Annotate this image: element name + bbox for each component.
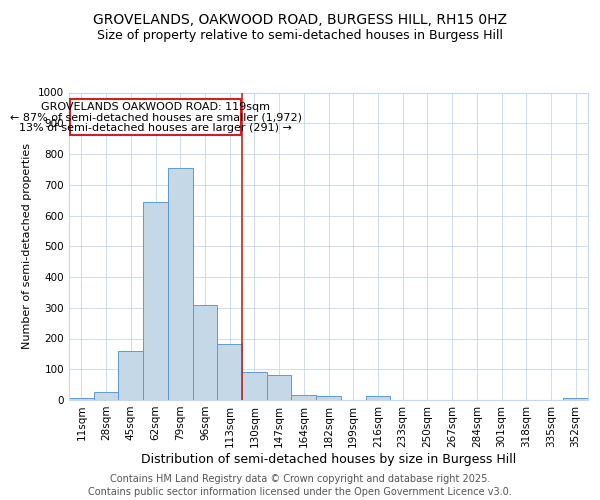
Bar (563, 398, 588, 400)
Bar (94, 392, 118, 400)
Bar (193, 306, 217, 400)
Bar (70, 100, 241, 134)
Text: GROVELANDS, OAKWOOD ROAD, BURGESS HILL, RH15 0HZ: GROVELANDS, OAKWOOD ROAD, BURGESS HILL, … (93, 12, 507, 26)
Bar (292, 396, 316, 400)
Text: 13% of semi-detached houses are larger (291) →: 13% of semi-detached houses are larger (… (19, 122, 292, 132)
Text: Contains public sector information licensed under the Open Government Licence v3: Contains public sector information licen… (88, 487, 512, 497)
Bar (143, 202, 168, 400)
Text: Contains HM Land Registry data © Crown copyright and database right 2025.: Contains HM Land Registry data © Crown c… (110, 474, 490, 484)
Bar (118, 351, 143, 400)
Text: ← 87% of semi-detached houses are smaller (1,972): ← 87% of semi-detached houses are smalle… (10, 112, 302, 122)
Bar (316, 396, 341, 400)
Bar (69, 398, 94, 400)
Y-axis label: Number of semi-detached properties: Number of semi-detached properties (22, 143, 32, 349)
Bar (365, 396, 390, 400)
Bar (217, 344, 242, 400)
X-axis label: Distribution of semi-detached houses by size in Burgess Hill: Distribution of semi-detached houses by … (141, 452, 516, 466)
Bar (242, 372, 267, 400)
Bar (267, 376, 292, 400)
Text: GROVELANDS OAKWOOD ROAD: 119sqm: GROVELANDS OAKWOOD ROAD: 119sqm (41, 102, 270, 113)
Text: Size of property relative to semi-detached houses in Burgess Hill: Size of property relative to semi-detach… (97, 29, 503, 42)
Bar (168, 168, 193, 400)
